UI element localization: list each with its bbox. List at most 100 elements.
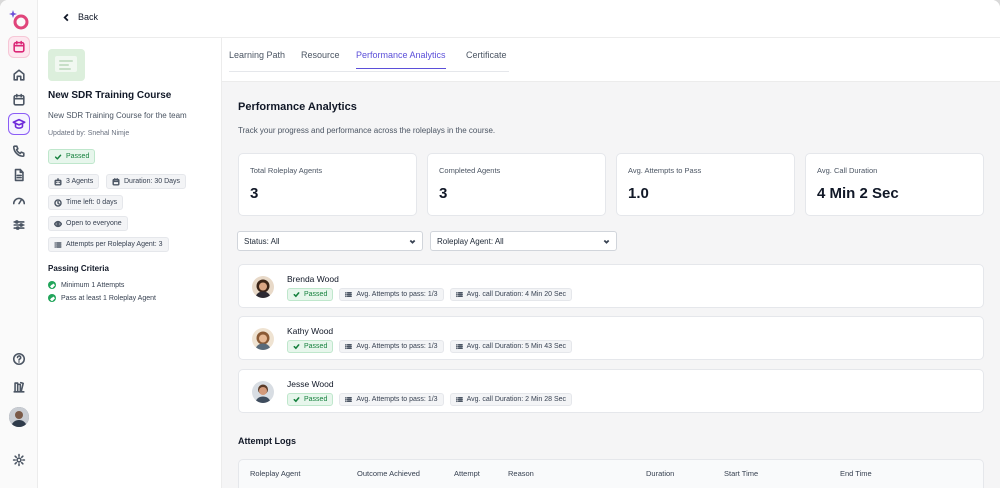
column-header[interactable]: End Time	[840, 469, 872, 478]
agent-filter-select[interactable]: Roleplay Agent: All	[430, 231, 617, 251]
page-title: Performance Analytics	[238, 101, 357, 113]
logo-icon[interactable]	[7, 7, 31, 31]
updated-by: Updated by: Snehal Nimje	[48, 130, 130, 137]
agent-attempts-label: Avg. Attempts to pass: 1/3	[356, 343, 438, 350]
agent-status-label: Passed	[304, 291, 328, 298]
chevron-down-icon	[603, 239, 610, 244]
agents-count-pill: 3 Agents	[48, 174, 100, 189]
agent-row[interactable]: Brenda Wood Passed Avg. Attempts to pass…	[238, 264, 984, 308]
agent-status-label: Passed	[304, 396, 328, 403]
agent-avatar	[252, 276, 274, 298]
chevron-down-icon	[409, 239, 416, 244]
duration-label: Duration: 30 Days	[124, 178, 181, 185]
graduation-cap-icon[interactable]	[8, 113, 30, 135]
passing-criteria-title: Passing Criteria	[48, 264, 109, 273]
tab-certificate[interactable]: Certificate	[466, 50, 507, 60]
attempt-logs-table-header: Roleplay Agent Outcome Achieved Attempt …	[238, 459, 984, 488]
agent-duration-chip: Avg. call Duration: 4 Min 20 Sec	[449, 288, 573, 301]
tab-performance-analytics[interactable]: Performance Analytics	[356, 50, 446, 69]
tab-resource[interactable]: Resource	[301, 50, 340, 60]
check-circle-icon	[48, 281, 56, 289]
user-avatar[interactable]	[9, 407, 29, 427]
stat-label: Total Roleplay Agents	[250, 166, 323, 175]
status-badge: Passed	[48, 149, 96, 164]
calendar-badge-icon[interactable]	[8, 36, 30, 58]
visibility-pill: Open to everyone	[48, 216, 128, 231]
icon-rail	[0, 0, 38, 488]
column-header[interactable]: Duration	[646, 469, 675, 478]
agent-status-badge: Passed	[287, 393, 334, 406]
stat-value: 1.0	[628, 185, 649, 202]
stat-card-avg-attempts: Avg. Attempts to Pass 1.0	[616, 153, 795, 216]
check-icon	[293, 292, 300, 298]
settings-icon[interactable]	[8, 449, 30, 471]
home-icon[interactable]	[8, 64, 30, 86]
agent-name: Brenda Wood	[287, 274, 339, 284]
sliders-icon[interactable]	[8, 214, 30, 236]
phone-icon[interactable]	[8, 140, 30, 162]
column-header[interactable]: Reason	[508, 469, 534, 478]
status-filter-select[interactable]: Status: All	[237, 231, 423, 251]
status-badge-label: Passed	[66, 153, 90, 160]
time-left-pill: Time left: 0 days	[48, 195, 124, 210]
gauge-icon[interactable]	[8, 190, 30, 212]
agent-name: Kathy Wood	[287, 326, 334, 336]
top-bar: Back	[38, 0, 1000, 38]
criteria-label: Minimum 1 Attempts	[61, 281, 125, 289]
calendar-icon[interactable]	[8, 89, 30, 111]
agent-status-badge: Passed	[287, 340, 334, 353]
stat-label: Avg. Attempts to Pass	[628, 166, 702, 175]
agent-duration-chip: Avg. call Duration: 2 Min 28 Sec	[449, 393, 573, 406]
page-subtitle: Track your progress and performance acro…	[238, 126, 496, 135]
calendar-icon	[112, 177, 120, 186]
stat-value: 3	[250, 185, 259, 202]
column-header[interactable]: Attempt	[454, 469, 480, 478]
document-icon[interactable]	[8, 164, 30, 186]
criteria-item: Pass at least 1 Roleplay Agent	[48, 294, 156, 302]
check-icon	[54, 154, 62, 160]
stat-card-total-agents: Total Roleplay Agents 3	[238, 153, 417, 216]
list-icon	[455, 396, 463, 403]
eye-icon	[54, 220, 62, 227]
agent-avatar	[252, 328, 274, 350]
agent-status-label: Passed	[304, 343, 328, 350]
main-content: Learning Path Resource Performance Analy…	[222, 38, 1000, 488]
stat-value: 3	[439, 185, 448, 202]
duration-pill: Duration: 30 Days	[106, 174, 187, 189]
agent-duration-chip: Avg. call Duration: 5 Min 43 Sec	[449, 340, 573, 353]
agent-name: Jesse Wood	[287, 379, 334, 389]
agent-duration-label: Avg. call Duration: 2 Min 28 Sec	[466, 396, 567, 403]
stat-value: 4 Min 2 Sec	[817, 185, 899, 202]
criteria-item: Minimum 1 Attempts	[48, 281, 124, 289]
agent-row[interactable]: Kathy Wood Passed Avg. Attempts to pass:…	[238, 316, 984, 360]
library-icon[interactable]	[8, 376, 30, 398]
chevron-left-icon	[63, 13, 69, 21]
agent-attempts-label: Avg. Attempts to pass: 1/3	[356, 291, 438, 298]
check-icon	[293, 344, 300, 350]
attempts-label: Attempts per Roleplay Agent: 3	[66, 241, 163, 248]
course-description: New SDR Training Course for the team	[48, 111, 187, 120]
clock-icon	[54, 198, 62, 207]
column-header[interactable]: Outcome Achieved	[357, 469, 420, 478]
course-info-panel: New SDR Training Course New SDR Training…	[38, 38, 222, 488]
column-header[interactable]: Roleplay Agent	[250, 469, 301, 478]
check-icon	[293, 397, 300, 403]
agent-attempts-chip: Avg. Attempts to pass: 1/3	[339, 340, 444, 353]
column-header[interactable]: Start Time	[724, 469, 759, 478]
course-title: New SDR Training Course	[48, 90, 172, 101]
help-icon[interactable]	[8, 348, 30, 370]
agent-filter-value: Roleplay Agent: All	[437, 236, 504, 246]
course-thumbnail	[48, 49, 85, 81]
visibility-label: Open to everyone	[66, 220, 122, 227]
agent-avatar	[252, 381, 274, 403]
stat-label: Avg. Call Duration	[817, 166, 878, 175]
list-icon	[345, 396, 353, 403]
back-button[interactable]: Back	[62, 12, 98, 22]
agent-row[interactable]: Jesse Wood Passed Avg. Attempts to pass:…	[238, 369, 984, 413]
time-left-label: Time left: 0 days	[66, 199, 118, 206]
robot-icon	[54, 177, 62, 186]
tab-learning-path[interactable]: Learning Path	[229, 50, 286, 60]
agent-attempts-chip: Avg. Attempts to pass: 1/3	[339, 288, 444, 301]
check-circle-icon	[48, 294, 56, 302]
